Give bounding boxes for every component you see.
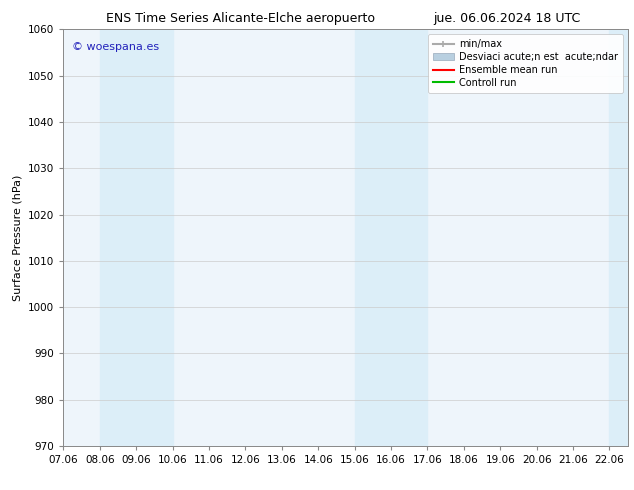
Y-axis label: Surface Pressure (hPa): Surface Pressure (hPa) [13,174,23,301]
Text: ENS Time Series Alicante-Elche aeropuerto: ENS Time Series Alicante-Elche aeropuert… [107,12,375,25]
Bar [354,29,427,446]
Bar [100,29,172,446]
Legend: min/max, Desviaci acute;n est  acute;ndar, Ensemble mean run, Controll run: min/max, Desviaci acute;n est acute;ndar… [428,34,623,93]
Bar [609,29,628,446]
Text: jue. 06.06.2024 18 UTC: jue. 06.06.2024 18 UTC [434,12,581,25]
Text: © woespana.es: © woespana.es [72,42,159,52]
